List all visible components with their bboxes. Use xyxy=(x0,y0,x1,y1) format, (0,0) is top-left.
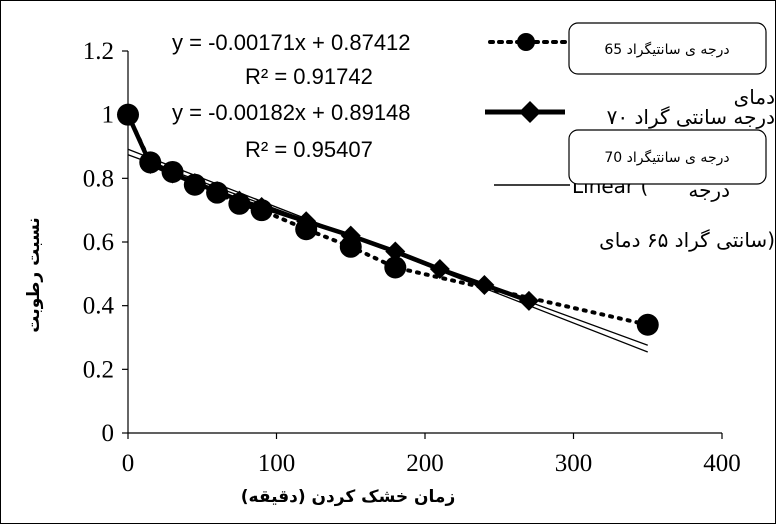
x-tick-label: 400 xyxy=(703,450,741,477)
y-tick-label: 1.2 xyxy=(83,38,114,65)
y-tick-label: 0 xyxy=(102,420,115,447)
legend-70-marker xyxy=(519,101,541,123)
legend-fragment-65: سانتی گراد ۶۵ دمای) xyxy=(599,228,775,252)
series-70-point xyxy=(229,190,250,211)
y-axis-title: نسبت رطوبت xyxy=(24,217,44,332)
x-axis-title: زمان خشک کردن (دقیقه) xyxy=(241,487,456,507)
legend-fragment-70: درجه سانتی گراد ۷۰ xyxy=(607,105,775,129)
x-tick-label: 300 xyxy=(555,450,593,477)
legend-box-70 xyxy=(568,129,767,185)
x-tick-label: 200 xyxy=(406,450,444,477)
trendline-70-equation: y = -0.00182x + 0.89148 xyxy=(172,100,411,125)
series-65-point xyxy=(339,235,362,258)
series-70-point xyxy=(385,241,406,262)
legend-box-65 xyxy=(568,22,767,75)
series-65-point xyxy=(636,313,659,336)
data-markers xyxy=(117,103,659,336)
series-70-point xyxy=(296,211,317,232)
series-70-point xyxy=(251,196,272,217)
trendline-65-r2: R² = 0.91742 xyxy=(245,64,373,89)
series-70-point xyxy=(474,274,495,295)
legend-box-70-label: 70 درجه ی سانتیگراد xyxy=(604,149,729,166)
y-tick-label: 0.8 xyxy=(83,165,114,192)
y-tick-label: 1 xyxy=(102,102,115,129)
series-70-point xyxy=(207,181,228,202)
series-70-point xyxy=(340,225,361,246)
y-tick-label: 0.4 xyxy=(83,293,115,320)
legend-fragment-damaye: دمای xyxy=(734,85,775,109)
legend-65-marker xyxy=(517,33,535,51)
legend-box-65-label: 65 درجه ی سانتیگراد xyxy=(604,41,729,58)
series-65-point xyxy=(384,256,407,279)
trendline-65-equation: y = -0.00171x + 0.87412 xyxy=(172,30,411,55)
series-70-point xyxy=(518,290,539,311)
legend: دمای درجه سانتی گراد ۷۰ Linear ( درجه سا… xyxy=(485,22,775,252)
series-70-point xyxy=(184,173,205,194)
x-tick-label: 0 xyxy=(122,450,135,477)
x-tick-label: 100 xyxy=(258,450,296,477)
y-tick-label: 0.6 xyxy=(83,229,114,256)
series-70-point xyxy=(162,163,183,184)
trendline-70-r2: R² = 0.95407 xyxy=(245,137,373,162)
series-70-point xyxy=(140,154,161,175)
y-tick-label: 0.2 xyxy=(83,356,114,383)
series-70-point xyxy=(429,259,450,280)
tick-labels: 0 0.2 0.4 0.6 0.8 1 1.2 0 100 200 300 400 xyxy=(83,38,741,477)
series-70-point xyxy=(118,104,138,125)
